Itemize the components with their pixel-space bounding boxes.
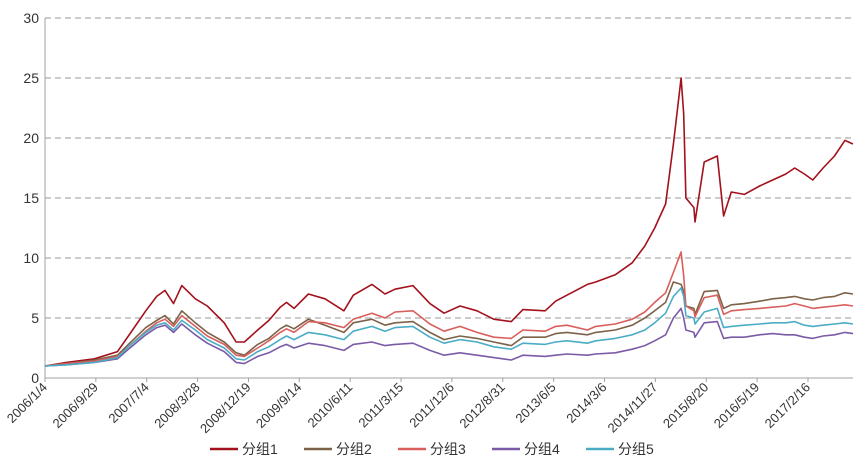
x-tick-label: 2014/11/27 [605, 380, 661, 436]
x-tick-label: 2006/1/4 [4, 380, 50, 426]
legend-label: 分组2 [336, 441, 372, 457]
x-tick-label: 2011/3/15 [355, 380, 406, 431]
x-axis: 2006/1/4 2006/9/29 2007/7/4 2008/3/282008/1… [4, 377, 853, 437]
y-tick-label: 20 [23, 130, 39, 146]
x-tick-label: 2009/9/14 [253, 380, 305, 432]
legend: 分组1 分组2 分组3 分组4 分组5 [210, 441, 654, 457]
y-axis-ticks: 0 5 10 15 20 25 30 [23, 10, 46, 386]
legend-label: 分组4 [524, 441, 560, 457]
series-line-3 [44, 251, 854, 367]
x-tick-label: 2012/8/31 [456, 380, 508, 432]
x-tick-label: 2006/9/29 [49, 380, 101, 432]
series-line-5 [44, 287, 854, 367]
legend-label: 分组3 [430, 441, 466, 457]
y-tick-label: 30 [23, 10, 39, 26]
y-tick-label: 25 [23, 70, 39, 86]
x-tick-label: 2008/3/28 [151, 380, 203, 432]
series-line-4 [44, 307, 854, 367]
legend-label: 分组5 [618, 441, 654, 457]
x-tick-label: 2015/8/20 [660, 380, 712, 432]
gridlines [45, 17, 853, 319]
series-lines [44, 77, 854, 367]
y-tick-label: 15 [23, 190, 39, 206]
x-tick-label: 2017/2/16 [762, 380, 814, 432]
y-tick-label: 0 [31, 370, 39, 386]
x-tick-label: 2013/6/5 [512, 380, 558, 426]
x-tick-label: 2007/7/4 [105, 380, 151, 426]
x-tick-label: 2010/6/11 [304, 380, 355, 431]
series-line-2 [44, 281, 854, 367]
y-tick-label: 5 [31, 310, 39, 326]
legend-label: 分组1 [242, 441, 278, 457]
series-line-1 [44, 77, 854, 367]
x-tick-label: 2008/12/19 [197, 380, 254, 437]
y-tick-label: 10 [23, 250, 39, 266]
x-tick-label: 2016/5/19 [711, 380, 763, 432]
x-tick-label: 2014/3/6 [563, 380, 609, 426]
x-tick-label: 2011/12/6 [406, 380, 457, 431]
